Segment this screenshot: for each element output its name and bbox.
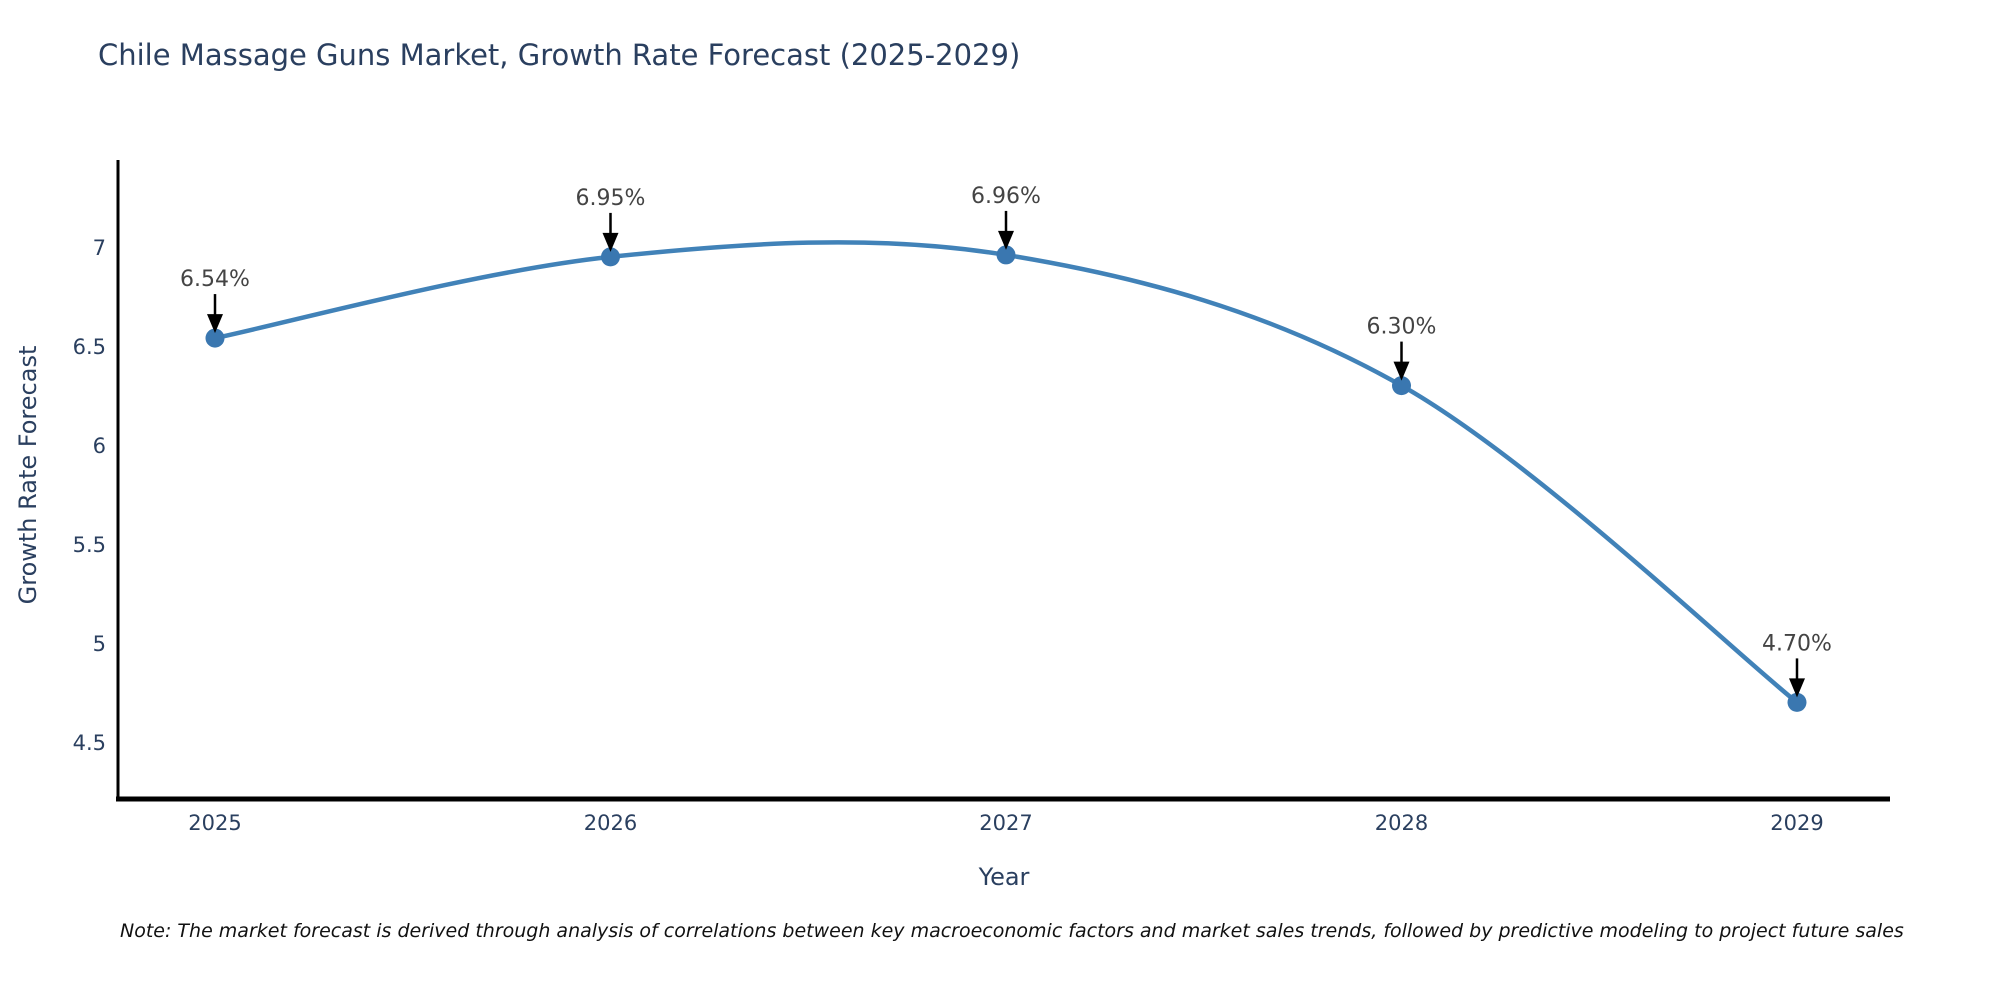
data-point-marker (1392, 376, 1411, 396)
y-tick-label: 5.5 (73, 533, 106, 557)
x-tick-label: 2028 (1375, 811, 1428, 835)
point-annotation-label: 6.54% (180, 267, 250, 292)
x-tick-label: 2027 (979, 811, 1032, 835)
chart-footnote: Note: The market forecast is derived thr… (120, 920, 1904, 942)
point-annotation-label: 6.95% (576, 186, 646, 211)
annotation-arrow-head (602, 232, 619, 252)
data-point-marker (601, 247, 620, 267)
data-point-marker (205, 328, 225, 348)
y-tick-label: 7 (93, 236, 106, 260)
data-point-marker (1787, 692, 1807, 712)
y-tick-label: 6.5 (73, 335, 106, 359)
y-tick-label: 4.5 (73, 731, 106, 755)
point-annotation-label: 6.96% (971, 184, 1041, 209)
x-tick-label: 2029 (1770, 811, 1823, 835)
point-annotation-label: 4.70% (1762, 631, 1832, 656)
data-point-marker (996, 245, 1016, 265)
chart-title: Chile Massage Guns Market, Growth Rate F… (98, 38, 1021, 72)
x-tick-label: 2026 (584, 811, 637, 835)
annotation-arrow-head (207, 314, 223, 334)
x-axis-title: Year (978, 863, 1030, 891)
annotation-arrow-head (1393, 361, 1410, 381)
forecast-line (212, 240, 1800, 705)
x-tick-label: 2025 (188, 811, 241, 835)
annotation-arrow-head (1789, 678, 1805, 698)
point-annotation-label: 6.30% (1367, 315, 1437, 340)
y-tick-label: 6 (93, 434, 106, 458)
annotation-arrow-head (998, 230, 1014, 250)
y-tick-label: 5 (93, 632, 106, 656)
